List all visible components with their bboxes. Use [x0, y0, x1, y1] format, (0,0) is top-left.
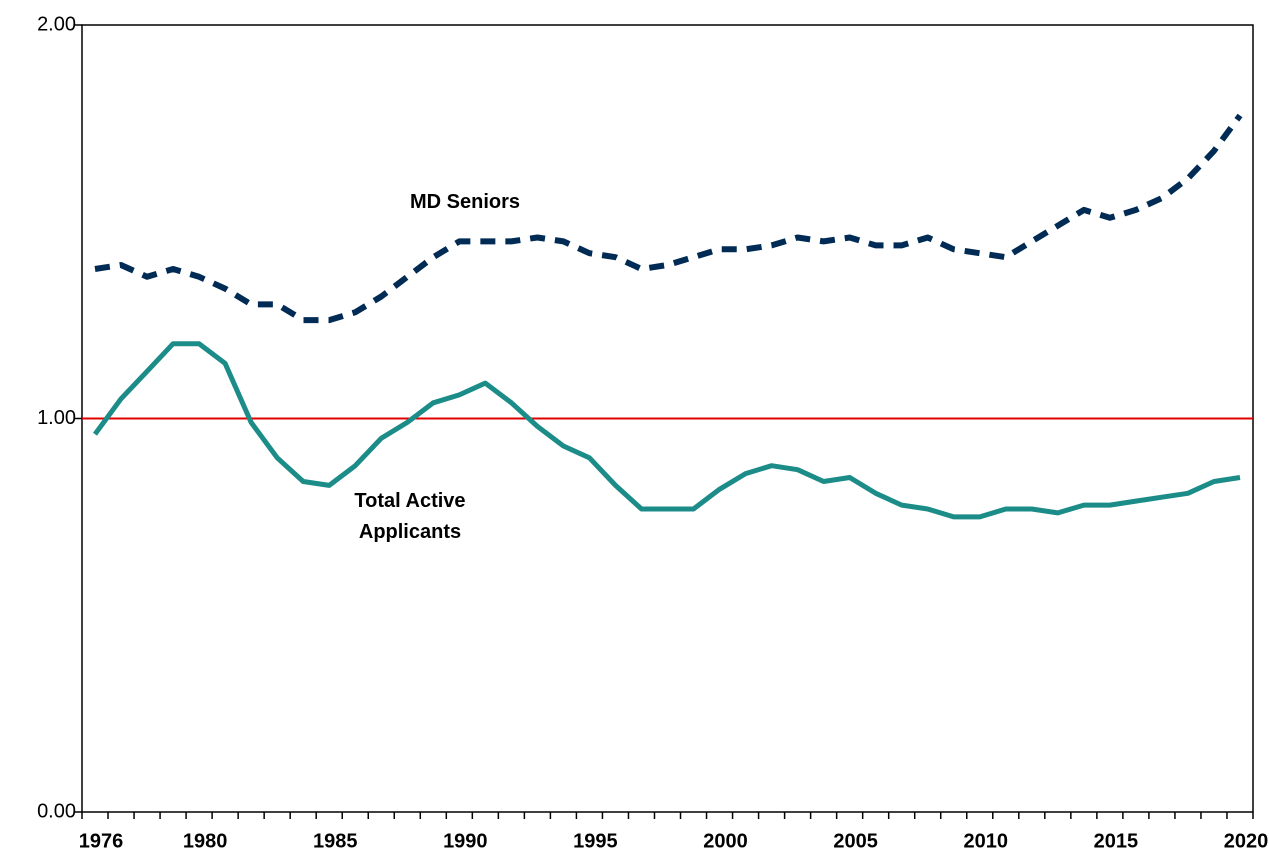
x-tick-label: 1976 — [79, 830, 124, 852]
series-annotation: Total Active Applicants — [354, 490, 466, 543]
x-tick-label: 1985 — [313, 830, 358, 852]
x-tick-label: 2015 — [1094, 830, 1139, 852]
x-tick-label: 2005 — [833, 830, 878, 852]
x-tick-label: 2020 — [1224, 830, 1269, 852]
y-tick-label: 0.00 — [37, 800, 76, 822]
x-tick-label: 1990 — [443, 830, 488, 852]
x-tick-label: 1995 — [573, 830, 618, 852]
y-tick-label: 2.00 — [37, 13, 76, 35]
series-line — [94, 113, 1243, 324]
y-tick-label: 1.00 — [37, 407, 76, 429]
x-tick-label: 1980 — [183, 830, 228, 852]
series-annotation: MD Seniors — [409, 191, 521, 213]
series-line — [92, 341, 1241, 520]
x-tick-label: 2010 — [964, 830, 1009, 852]
x-tick-label: 2000 — [703, 830, 748, 852]
